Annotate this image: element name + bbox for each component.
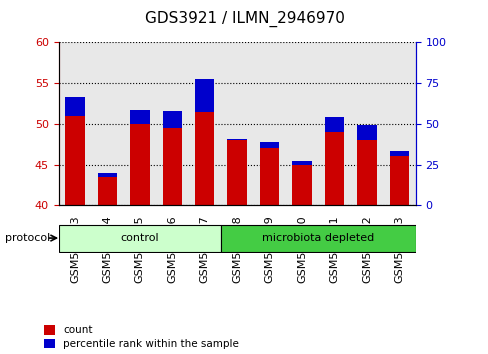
Bar (285, 42, 318, 205)
Bar (253, 42, 285, 205)
FancyBboxPatch shape (221, 224, 415, 252)
Bar (65, 97, 84, 205)
Bar (383, 42, 415, 205)
Bar (259, 142, 279, 205)
Bar (195, 79, 214, 112)
Bar (130, 110, 149, 124)
Bar (350, 42, 383, 205)
Bar (195, 79, 214, 205)
Bar (162, 111, 182, 205)
Bar (324, 118, 344, 205)
Bar (292, 161, 311, 205)
Bar (259, 142, 279, 148)
Bar (59, 42, 91, 205)
Text: protocol: protocol (5, 233, 50, 243)
Bar (357, 125, 376, 140)
Bar (156, 42, 188, 205)
Bar (318, 42, 350, 205)
Text: control: control (120, 233, 159, 243)
Bar (221, 42, 253, 205)
Bar (188, 42, 221, 205)
Bar (162, 111, 182, 128)
Bar (357, 125, 376, 205)
Bar (292, 161, 311, 165)
Bar (123, 42, 156, 205)
Bar (65, 97, 84, 116)
Bar (98, 173, 117, 205)
Text: microbiota depleted: microbiota depleted (262, 233, 374, 243)
Bar (227, 140, 246, 205)
Bar (98, 173, 117, 177)
FancyBboxPatch shape (59, 224, 221, 252)
Bar (130, 110, 149, 205)
Legend: count, percentile rank within the sample: count, percentile rank within the sample (44, 325, 239, 349)
Bar (389, 151, 408, 156)
Text: GDS3921 / ILMN_2946970: GDS3921 / ILMN_2946970 (144, 11, 344, 27)
Bar (324, 118, 344, 132)
Bar (227, 138, 246, 140)
Bar (91, 42, 123, 205)
Bar (389, 151, 408, 205)
